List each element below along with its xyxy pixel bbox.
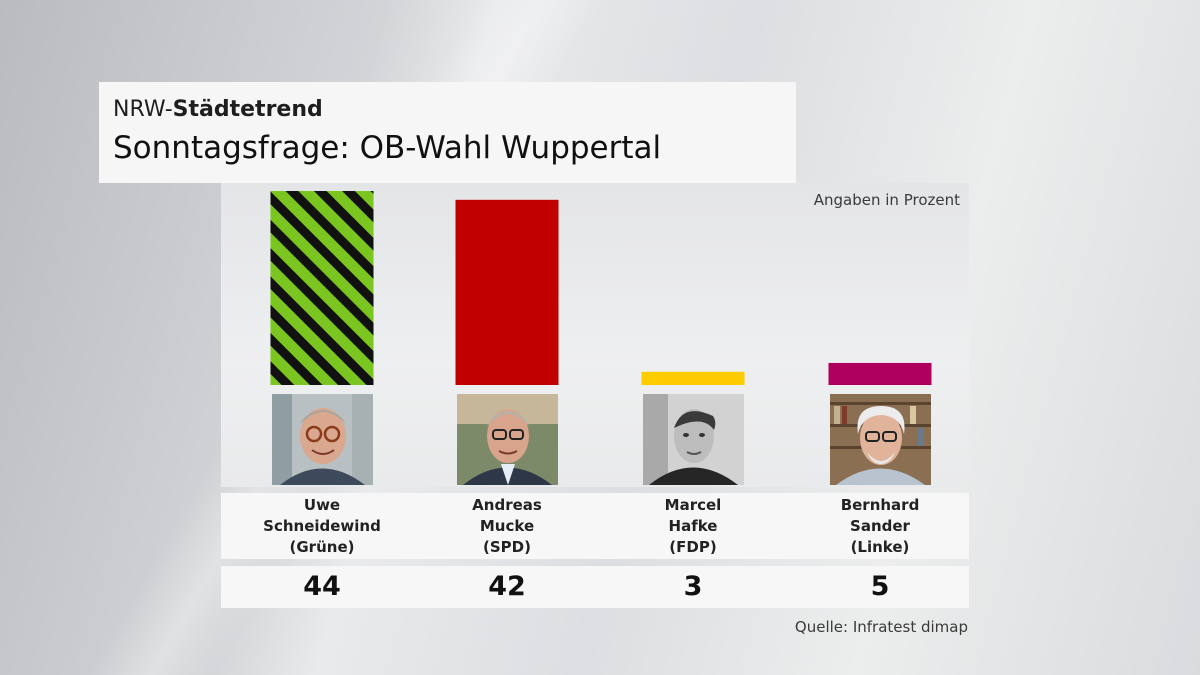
candidate-last: Schneidewind xyxy=(263,517,381,535)
candidate-party: (Grüne) xyxy=(289,538,355,556)
kicker-bold: Städtetrend xyxy=(172,97,323,122)
photo-schneidewind xyxy=(272,394,373,485)
candidate-label-sander: Bernhard Sander (Linke) xyxy=(800,495,960,558)
bar-schneidewind xyxy=(270,191,374,385)
unit-note: Angaben in Prozent xyxy=(813,191,960,209)
candidate-last: Mucke xyxy=(479,517,535,535)
photo-hafke xyxy=(643,394,744,485)
kicker: NRW-Städtetrend xyxy=(113,96,796,124)
candidate-label-schneidewind: Uwe Schneidewind (Grüne) xyxy=(242,495,402,558)
candidate-label-mucke: Andreas Mucke (SPD) xyxy=(427,495,587,558)
candidate-party: (FDP) xyxy=(669,538,717,556)
bar-sander xyxy=(828,362,932,385)
value-label-sander: 5 xyxy=(870,571,890,602)
candidate-first: Marcel xyxy=(664,496,722,514)
photo-mucke xyxy=(457,394,558,485)
bar-chart xyxy=(270,191,932,385)
bar-hafke xyxy=(641,371,745,385)
page-title: Sonntagsfrage: OB-Wahl Wuppertal xyxy=(113,130,662,166)
bar-mucke xyxy=(455,199,559,385)
value-label-hafke: 3 xyxy=(683,571,703,602)
candidate-first: Andreas xyxy=(472,496,542,514)
title-box: NRW-Städtetrend Sonntagsfrage: OB-Wahl W… xyxy=(99,82,796,183)
candidate-last: Hafke xyxy=(668,517,718,535)
photo-sander xyxy=(830,394,931,485)
value-label-mucke: 42 xyxy=(488,571,526,602)
candidate-labels-row: Uwe Schneidewind (Grüne) Andreas Mucke (SPD) M… xyxy=(221,493,969,559)
kicker-prefix: NRW- xyxy=(113,97,173,122)
candidate-party: (SPD) xyxy=(483,538,531,556)
source-note: Quelle: Infratest dimap xyxy=(794,618,968,636)
candidate-label-hafke: Marcel Hafke (FDP) xyxy=(613,495,773,558)
candidate-first: Bernhard xyxy=(840,496,920,514)
values-row: 44 42 3 5 xyxy=(221,566,969,608)
candidate-last: Sander xyxy=(850,517,910,535)
candidate-party: (Linke) xyxy=(850,538,910,556)
candidate-first: Uwe xyxy=(303,496,341,514)
value-label-schneidewind: 44 xyxy=(303,571,341,602)
